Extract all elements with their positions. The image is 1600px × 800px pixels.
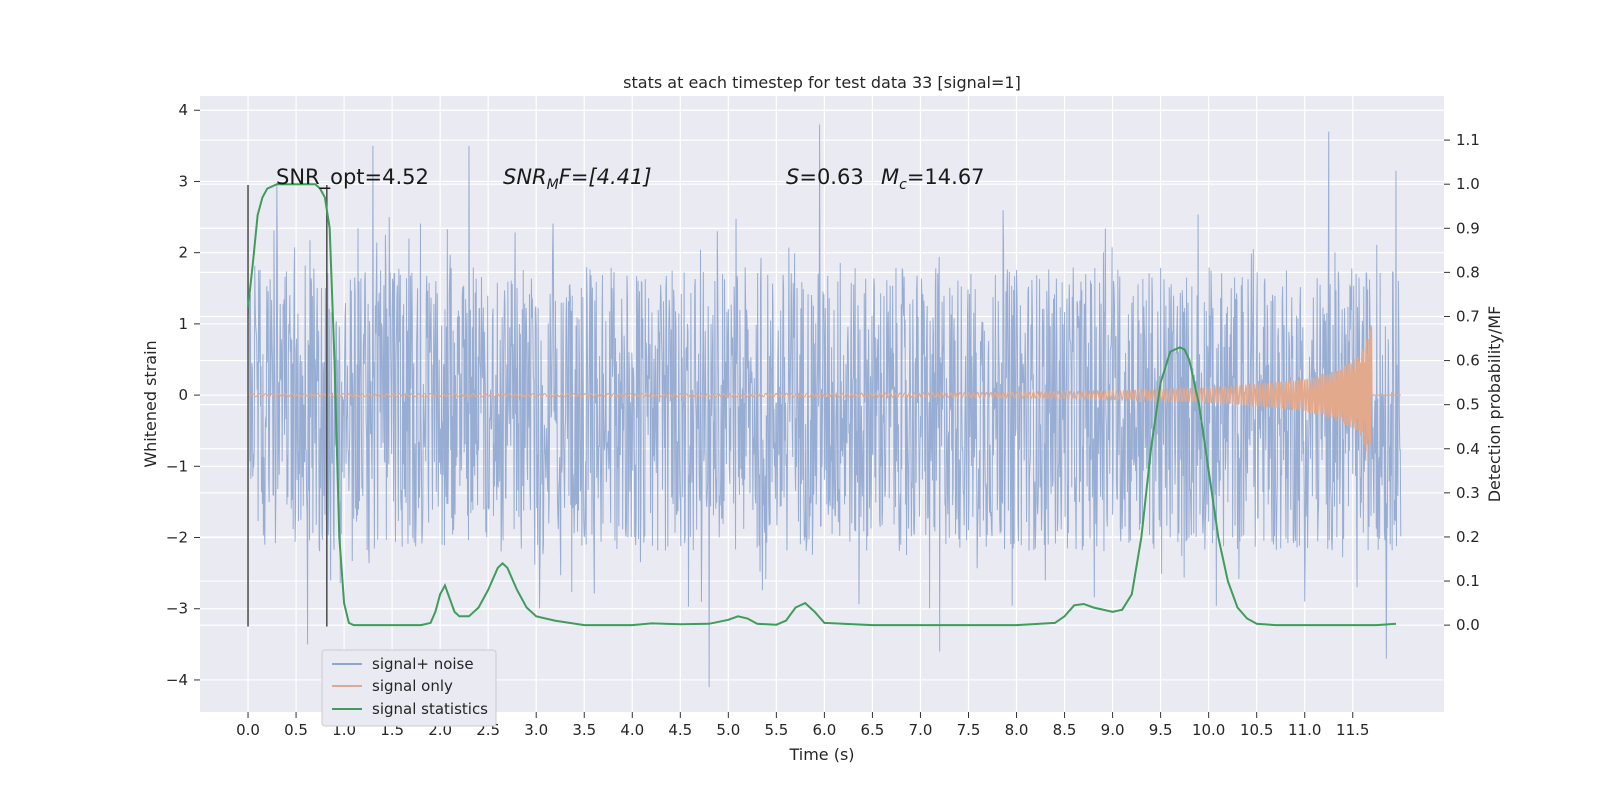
chart-title: stats at each timestep for test data 33 …: [623, 73, 1021, 92]
x-tick-label: 0.5: [284, 721, 308, 739]
y2-tick-label: 0.4: [1456, 440, 1480, 458]
x-tick-label: 6.5: [861, 721, 885, 739]
annotation-s: S=0.63: [786, 165, 864, 189]
x-tick-label: 11.0: [1288, 721, 1321, 739]
y2-axis-title: Detection probability/MF: [1485, 306, 1504, 503]
y2-tick-label: 0.5: [1456, 396, 1480, 414]
y-tick-label: 1: [178, 315, 188, 333]
x-tick-label: 9.5: [1149, 721, 1173, 739]
series-stats: [247, 183, 1397, 627]
series-signal: [247, 325, 1401, 463]
y2-tick-label: 0.3: [1456, 484, 1480, 502]
y2-tick-label: 1.1: [1456, 131, 1480, 149]
legend: signal+ noise signal only signal statist…: [321, 649, 497, 727]
y-axis: −4 −3 −2 −1 0 1 2 3 4: [166, 101, 200, 689]
y-tick-label: 3: [178, 172, 188, 190]
y-axis-title: Whitened strain: [141, 340, 160, 467]
legend-label-signal: signal only: [372, 677, 453, 695]
x-tick-label: 9.0: [1101, 721, 1125, 739]
x-tick-label: 3.5: [572, 721, 596, 739]
y-tick-label: 4: [178, 101, 188, 119]
annotation-snr-opt: SNR_opt=4.52: [276, 165, 429, 190]
x-tick-label: 7.0: [909, 721, 933, 739]
y2-tick-label: 0.7: [1456, 307, 1480, 325]
x-tick-label: 8.0: [1005, 721, 1029, 739]
legend-label-noise: signal+ noise: [372, 655, 474, 673]
x-tick-label: 7.5: [957, 721, 981, 739]
x-tick-label: 5.5: [764, 721, 788, 739]
y-tick-label: −3: [166, 600, 188, 618]
y-tick-label: −2: [166, 529, 188, 547]
x-tick-label: 3.0: [524, 721, 548, 739]
annotation-snr-mf: SNRMF=[4.41]: [503, 165, 652, 193]
x-tick-label: 10.0: [1192, 721, 1225, 739]
y-tick-label: −1: [166, 457, 188, 475]
vertical-markers: [247, 185, 328, 627]
x-tick-label: 5.0: [716, 721, 740, 739]
annotation-mc: Mc=14.67: [881, 165, 985, 193]
y-tick-label: −4: [166, 671, 188, 689]
noise-trace: [247, 124, 1402, 688]
x-tick-label: 0.0: [236, 721, 260, 739]
legend-label-stats: signal statistics: [372, 700, 488, 718]
legend-box: [321, 649, 497, 727]
x-tick-label: 6.0: [812, 721, 836, 739]
x-tick-label: 11.5: [1336, 721, 1369, 739]
y2-tick-label: 0.6: [1456, 352, 1480, 370]
signal-trace: [247, 325, 1401, 463]
stats-trace: [247, 183, 1397, 627]
y2-tick-label: 0.9: [1456, 219, 1480, 237]
y2-tick-label: 0.2: [1456, 528, 1480, 546]
y2-axis: 0.0 0.1 0.2 0.3 0.4 0.5 0.6 0.7 0.8 0.9 1.0 1.1: [1444, 131, 1480, 634]
x-tick-label: 8.5: [1053, 721, 1077, 739]
x-axis-title: Time (s): [788, 745, 854, 764]
y2-tick-label: 1.0: [1456, 175, 1480, 193]
y-tick-label: 2: [178, 244, 188, 262]
grid: [200, 96, 1444, 712]
x-tick-label: 4.0: [620, 721, 644, 739]
series-noise: [247, 124, 1402, 688]
y2-tick-label: 0.1: [1456, 572, 1480, 590]
x-tick-label: 10.5: [1240, 721, 1273, 739]
x-tick-label: 4.5: [668, 721, 692, 739]
y2-tick-label: 0.8: [1456, 263, 1480, 281]
y2-tick-label: 0.0: [1456, 616, 1480, 634]
y-tick-label: 0: [178, 386, 188, 404]
